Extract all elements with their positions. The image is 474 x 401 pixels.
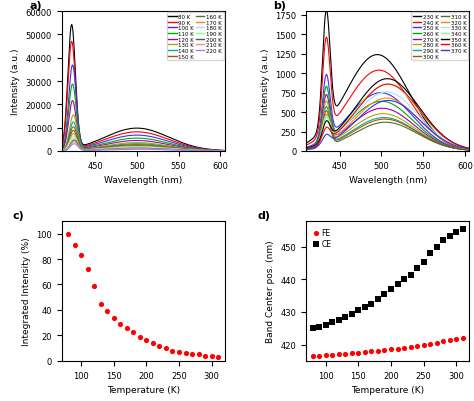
Point: [182, 350, 189, 356]
FE: [400, 345, 408, 351]
Point: [155, 342, 163, 349]
Y-axis label: Band Center pos. (nm): Band Center pos. (nm): [266, 240, 275, 342]
Point: [188, 351, 196, 358]
CE: [368, 301, 375, 307]
Y-axis label: Integrated Intensity (%): Integrated Intensity (%): [22, 237, 31, 345]
FE: [381, 347, 388, 354]
FE: [342, 350, 349, 357]
CE: [316, 324, 323, 330]
Point: [123, 325, 131, 331]
Text: d): d): [257, 211, 270, 221]
CE: [439, 238, 447, 244]
CE: [446, 233, 454, 239]
FE: [433, 340, 440, 346]
CE: [452, 229, 460, 236]
Point: [110, 314, 118, 321]
CE: [361, 304, 369, 310]
Point: [208, 352, 215, 359]
Point: [149, 340, 157, 346]
CE: [348, 311, 356, 317]
Point: [91, 283, 98, 289]
FE: [387, 346, 395, 353]
Point: [117, 321, 124, 327]
Point: [175, 349, 183, 355]
CE: [381, 291, 388, 298]
FE: [316, 353, 323, 359]
Point: [77, 252, 85, 259]
Point: [136, 334, 144, 340]
CE: [394, 282, 401, 288]
FE: [374, 348, 382, 354]
X-axis label: Temperature (K): Temperature (K): [107, 385, 180, 394]
Text: a): a): [29, 1, 42, 11]
X-axis label: Temperature (K): Temperature (K): [351, 385, 424, 394]
Text: c): c): [13, 211, 25, 221]
CE: [322, 322, 329, 328]
Point: [143, 337, 150, 344]
Point: [169, 348, 176, 354]
CE: [407, 272, 414, 278]
CE: [328, 320, 336, 326]
Point: [162, 345, 170, 351]
FE: [407, 344, 414, 350]
CE: [433, 244, 440, 251]
CE: [309, 325, 317, 332]
Point: [64, 231, 72, 237]
FE: [368, 348, 375, 355]
CE: [355, 308, 362, 314]
X-axis label: Wavelength (nm): Wavelength (nm): [348, 176, 427, 185]
CE: [459, 226, 466, 233]
Legend: 230 K, 240 K, 250 K, 260 K, 270 K, 280 K, 290 K, 300 K, 310 K, 320 K, 330 K, 340: 230 K, 240 K, 250 K, 260 K, 270 K, 280 K…: [411, 13, 468, 61]
FE: [355, 350, 362, 356]
FE: [459, 335, 466, 341]
Point: [195, 351, 202, 358]
FE: [322, 352, 329, 358]
CE: [413, 265, 421, 271]
FE: [446, 337, 454, 344]
CE: [420, 259, 428, 265]
FE: [413, 343, 421, 349]
Text: b): b): [273, 1, 287, 11]
Point: [201, 352, 209, 359]
CE: [400, 277, 408, 283]
Legend: 80 K, 90 K, 100 K, 110 K, 120 K, 130 K, 140 K, 150 K, 160 K, 170 K, 180 K, 190 K: 80 K, 90 K, 100 K, 110 K, 120 K, 130 K, …: [166, 13, 224, 61]
FE: [328, 352, 336, 358]
CE: [374, 296, 382, 302]
FE: [335, 351, 343, 358]
FE: [426, 340, 434, 347]
Point: [71, 242, 79, 249]
Point: [129, 328, 137, 335]
FE: [452, 336, 460, 342]
FE: [361, 349, 369, 355]
FE: [309, 353, 317, 359]
FE: [394, 346, 401, 352]
FE: [348, 350, 356, 356]
CE: [426, 251, 434, 257]
Legend: FE, CE: FE, CE: [310, 225, 335, 251]
Point: [103, 308, 111, 315]
CE: [335, 317, 343, 324]
Point: [214, 354, 222, 360]
CE: [342, 314, 349, 320]
X-axis label: Wavelength (nm): Wavelength (nm): [104, 176, 182, 185]
Y-axis label: Intensity (a.u.): Intensity (a.u.): [11, 49, 20, 115]
Y-axis label: Intensity (a.u.): Intensity (a.u.): [261, 49, 270, 115]
Point: [97, 301, 105, 307]
FE: [439, 338, 447, 344]
FE: [420, 342, 428, 348]
CE: [387, 286, 395, 293]
Point: [84, 266, 91, 273]
